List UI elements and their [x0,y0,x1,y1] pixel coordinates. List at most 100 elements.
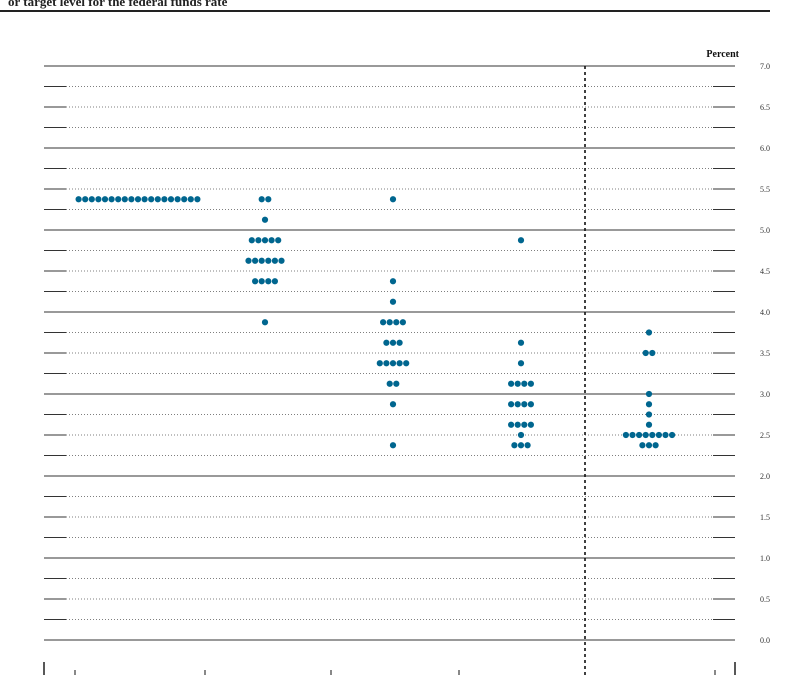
dot-point [514,421,521,428]
dot-point [174,196,181,203]
dot-point [258,278,265,285]
dot-point [514,380,521,387]
dot-point [669,431,676,439]
dot-point [636,431,643,439]
dot-point [393,380,400,387]
dot-point [649,349,656,357]
dot-point [278,257,285,264]
y-tick-label: 3.0 [760,390,770,399]
dot-point [261,319,269,326]
y-tick-label: 1.0 [760,554,770,563]
dot-point [524,442,531,449]
dot-point [642,431,649,439]
y-tick-label: 1.5 [760,513,770,522]
dot-point [108,196,115,203]
y-tick-label: 6.5 [760,103,770,112]
dot-point [389,442,397,449]
y-tick-labels: 0.0 0.5 1.0 1.5 2.0 2.5 3.0 3.5 4.0 4.5 5.0 5.5 6.0 6… [760,62,770,645]
y-tick-label: 7.0 [760,62,770,71]
dot-point [517,237,525,244]
dot-point [167,196,175,203]
dot-point [511,442,518,449]
dot-point [396,339,403,346]
y-tick-label: 5.5 [760,185,770,194]
dot-point [517,442,525,449]
dot-point [622,431,630,439]
dot-point [645,329,653,336]
dot-point [261,216,269,223]
dot-point [393,319,400,326]
dot-point [508,401,515,408]
dot-point [245,257,252,264]
dot-point [508,421,515,428]
dot-point [517,360,525,367]
dot-point [642,349,649,357]
dot-point [655,431,663,439]
y-tick-label: 6.0 [760,144,770,153]
dot-point [521,401,528,408]
dot-point [389,339,397,346]
dot-point [261,237,269,244]
dot-point [258,196,265,203]
y-tick-label: 2.0 [760,472,770,481]
dot-point [508,380,515,387]
y-tick-label: 4.0 [760,308,770,317]
dot-point [255,237,262,244]
dot-point [521,380,528,387]
gridlines [44,65,735,641]
dot-point [645,442,653,449]
dot-point [248,237,255,244]
dot-point [271,278,278,285]
dot-point [639,442,646,449]
dot-point [386,319,393,326]
dot-point [389,196,397,203]
dot-point [389,298,397,305]
dot-point [75,196,82,203]
dot-point [652,442,659,449]
dot-point [134,196,142,203]
dot-point [275,237,282,244]
y-tick-label: 4.5 [760,267,770,276]
dots [75,196,676,449]
dot-point [649,431,656,439]
y-tick-label: 0.5 [760,595,770,604]
y-tick-label: 0.0 [760,636,770,645]
dot-point [101,196,109,203]
dot-point [645,401,653,408]
dot-point [265,196,272,203]
dot-point [252,278,259,285]
dot-point [268,237,275,244]
dot-point [517,431,525,439]
dot-point [148,196,155,203]
dot-point [527,380,535,387]
dot-point [527,401,535,408]
dot-point [376,360,383,367]
dot-point [386,380,393,387]
dot-point [645,411,653,418]
dot-point [141,196,148,203]
dot-point [161,196,168,203]
dot-point [265,257,272,264]
y-axis-unit-label: Percent [706,49,739,60]
dot-point [115,196,122,203]
x-axis [43,662,736,675]
top-rule [0,10,770,12]
y-tick-label: 3.5 [760,349,770,358]
dot-point [383,360,390,367]
y-tick-label: 2.5 [760,431,770,440]
dot-point [380,319,387,326]
chart-subtitle: or target level for the federal funds ra… [8,0,228,9]
dot-point [82,196,89,203]
dot-point [88,196,95,203]
dot-point [389,401,397,408]
dot-point [154,196,161,203]
dot-point [645,390,653,398]
dot-point [252,257,259,264]
dot-point [521,421,528,428]
dot-point [95,196,102,203]
dot-point [258,257,265,264]
dot-point [181,196,188,203]
dot-point [629,431,636,439]
dot-point [271,257,278,264]
